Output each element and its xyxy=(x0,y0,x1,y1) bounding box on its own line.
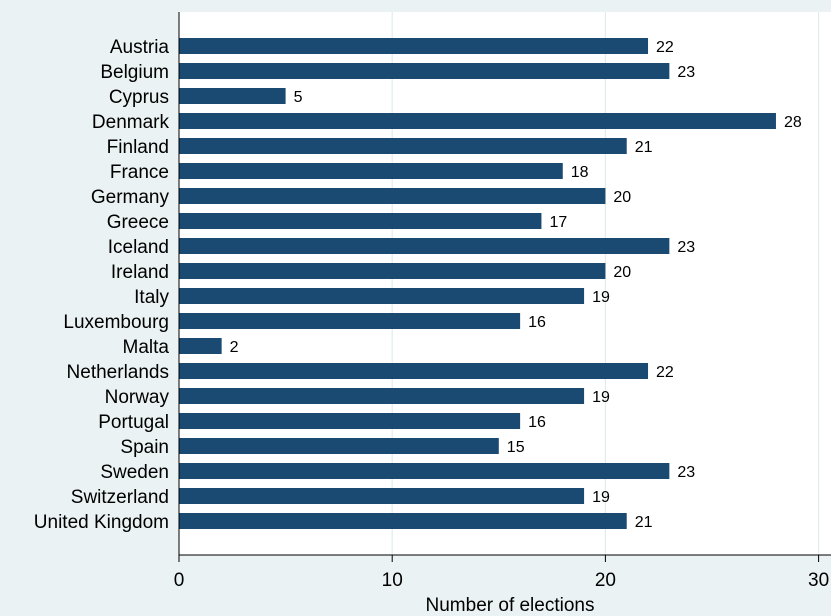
value-label: 16 xyxy=(528,314,546,331)
value-label: 5 xyxy=(294,89,303,106)
value-label: 22 xyxy=(656,364,674,381)
value-label: 19 xyxy=(592,289,610,306)
value-label: 16 xyxy=(528,414,546,431)
category-label: Iceland xyxy=(108,237,169,258)
value-label: 19 xyxy=(592,389,610,406)
x-tick-label: 30 xyxy=(808,570,829,591)
category-label: Norway xyxy=(105,387,170,408)
bar xyxy=(179,113,776,129)
category-label: Germany xyxy=(91,187,170,208)
category-label: Belgium xyxy=(100,62,169,83)
category-label: Finland xyxy=(107,137,169,158)
value-label: 21 xyxy=(635,139,653,156)
bar xyxy=(179,263,606,279)
bar xyxy=(179,363,649,379)
bar xyxy=(179,313,521,329)
bar xyxy=(179,413,521,429)
category-label: Ireland xyxy=(111,262,169,283)
bar xyxy=(179,213,542,229)
bar xyxy=(179,513,627,529)
category-label: Netherlands xyxy=(67,362,169,383)
bar xyxy=(179,463,670,479)
category-label: Malta xyxy=(123,337,170,358)
bar xyxy=(179,238,670,254)
value-label: 20 xyxy=(613,264,631,281)
bar xyxy=(179,488,585,504)
bar xyxy=(179,438,499,454)
category-label: Greece xyxy=(107,212,169,233)
bar xyxy=(179,338,222,354)
value-label: 23 xyxy=(677,239,695,256)
x-tick-label: 0 xyxy=(174,570,185,591)
category-label: Luxembourg xyxy=(63,312,169,333)
category-label: Austria xyxy=(110,37,170,58)
bar xyxy=(179,388,585,404)
category-label: Italy xyxy=(134,287,169,308)
value-label: 23 xyxy=(677,64,695,81)
value-label: 2 xyxy=(230,339,239,356)
category-label: France xyxy=(110,162,169,183)
x-axis-title: Number of elections xyxy=(426,595,595,616)
bar xyxy=(179,38,649,54)
category-label: Switzerland xyxy=(71,487,169,508)
value-label: 21 xyxy=(635,514,653,531)
category-label: Cyprus xyxy=(109,87,169,108)
value-label: 22 xyxy=(656,39,674,56)
x-axis-ticks: 0 10 20 30 xyxy=(174,555,829,591)
category-labels: Austria Belgium Cyprus Denmark Finland France… xyxy=(34,37,170,533)
bar xyxy=(179,63,670,79)
value-label: 28 xyxy=(784,114,802,131)
bar xyxy=(179,138,627,154)
bars xyxy=(179,38,776,529)
value-label: 15 xyxy=(507,439,525,456)
bar xyxy=(179,163,563,179)
value-label: 18 xyxy=(571,164,589,181)
category-label: United Kingdom xyxy=(34,512,169,533)
category-label: Portugal xyxy=(98,412,169,433)
x-tick-label: 10 xyxy=(382,570,403,591)
value-label: 17 xyxy=(549,214,567,231)
bar xyxy=(179,88,286,104)
bar xyxy=(179,188,606,204)
category-label: Sweden xyxy=(100,462,169,483)
value-label: 20 xyxy=(613,189,631,206)
bar xyxy=(179,288,585,304)
value-label: 23 xyxy=(677,464,695,481)
category-label: Denmark xyxy=(92,112,170,133)
x-tick-label: 20 xyxy=(595,570,616,591)
category-label: Spain xyxy=(120,437,169,458)
value-label: 19 xyxy=(592,489,610,506)
